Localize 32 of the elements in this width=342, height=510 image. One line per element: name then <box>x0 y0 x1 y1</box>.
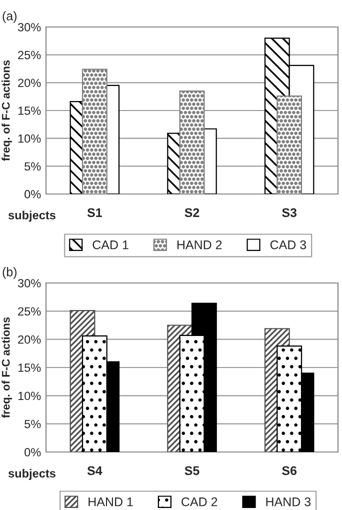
x-tick-label: S4 <box>87 466 102 476</box>
y-tick-label: 10% <box>18 134 41 143</box>
y-tick-label: 0% <box>24 448 41 456</box>
legend-label: CAD 1 <box>92 240 128 250</box>
y-tick-label: 0% <box>24 190 41 198</box>
y-tick-label: 30% <box>18 279 41 288</box>
legend-label: HAND 3 <box>266 497 311 506</box>
y-tick-label: 15% <box>18 364 41 372</box>
legend-label: HAND 2 <box>177 240 222 250</box>
legend-label: HAND 1 <box>88 498 133 506</box>
chart-title: (a) <box>2 11 16 23</box>
y-tick-label: 5% <box>24 420 41 428</box>
chart-title: (b) <box>2 267 16 279</box>
x-tick-label: S3 <box>282 208 297 218</box>
y-tick-label: 5% <box>24 162 41 171</box>
legend-label: CAD 3 <box>270 240 306 250</box>
y-tick-label: 30% <box>18 23 41 32</box>
x-tick-label: S2 <box>184 208 200 218</box>
y-tick-label: 15% <box>18 106 41 115</box>
x-axis-title: subjects <box>8 210 56 222</box>
y-tick-label: 20% <box>18 78 41 88</box>
x-axis-title: subjects <box>8 468 56 480</box>
y-tick-label: 20% <box>18 335 41 344</box>
y-tick-label: 10% <box>18 392 41 400</box>
y-tick-label: 25% <box>18 50 41 60</box>
y-tick-label: 25% <box>18 307 41 316</box>
legend-label: CAD 2 <box>182 497 218 506</box>
x-tick-label: S1 <box>87 208 102 218</box>
y-axis-title: freq. of F-C actions <box>2 317 12 418</box>
y-axis-title: freq. of F-C actions <box>2 60 12 161</box>
x-tick-label: S5 <box>184 466 200 476</box>
x-tick-label: S6 <box>282 466 297 476</box>
